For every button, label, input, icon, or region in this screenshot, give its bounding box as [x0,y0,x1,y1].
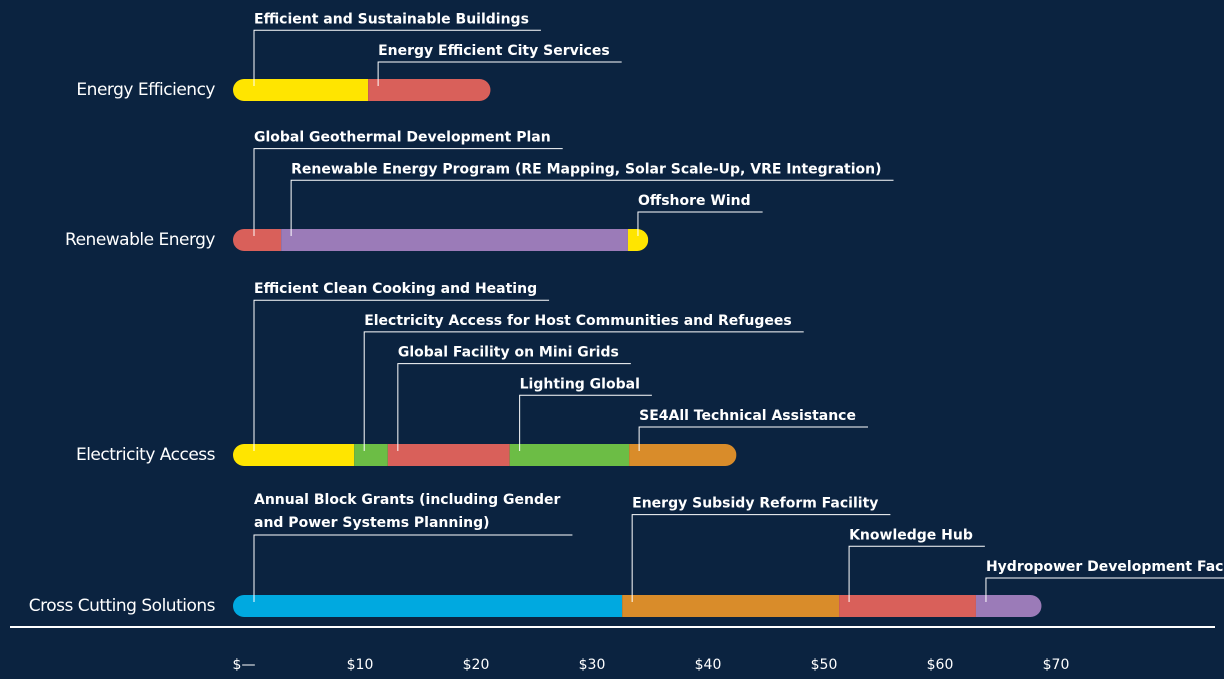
x-tick-label: $10 [347,657,374,673]
leader-line [253,148,563,236]
segment-label: Renewable Energy Program (RE Mapping, So… [291,161,881,177]
leader-line [363,331,804,451]
segment-label: Annual Block Grants (including Gender [254,492,561,508]
segment-label: Efficient Clean Cooking and Heating [254,281,537,297]
segment-label: Energy Efficient City Services [378,43,610,59]
x-tick-label: $40 [695,657,722,673]
leader-line [253,534,573,602]
bar-segment [354,444,388,466]
bar-group [233,229,649,251]
bar-group [233,79,491,101]
x-tick-label: $30 [579,657,606,673]
leader-line [638,426,868,451]
x-tick-label: $— [233,657,256,673]
x-tick-label: $60 [927,657,954,673]
leader-line [377,61,622,86]
category-label: Electricity Access [76,445,216,465]
bar-group [233,595,1042,617]
bar-group [233,444,737,466]
category-label: Energy Efficiency [76,80,215,100]
bar-segment [233,79,369,101]
x-tick-label: $50 [811,657,838,673]
bar-segment [233,444,355,466]
leader-line [253,299,550,451]
segment-label: Hydropower Development Facility [986,559,1224,575]
leader-line [848,545,985,602]
bar-segment [627,229,649,251]
segment-label: SE4All Technical Assistance [639,408,856,424]
bar-segment [281,229,628,251]
segment-label: Electricity Access for Host Communities … [364,313,792,329]
bar-segment [387,444,510,466]
leader-line [637,211,763,236]
bar-segment [233,595,623,617]
bar-segment [839,595,976,617]
leader-line [397,363,631,451]
segment-label: Offshore Wind [638,193,751,209]
bar-segment [368,79,491,101]
leader-line [985,577,1224,602]
x-tick-label: $70 [1043,657,1070,673]
leader-line [519,394,652,451]
category-label: Cross Cutting Solutions [29,596,216,616]
bar-segment [509,444,630,466]
segment-label: Lighting Global [520,376,640,392]
x-tick-label: $20 [463,657,490,673]
bar-segment [975,595,1042,617]
segment-label: Efficient and Sustainable Buildings [254,11,529,27]
segment-label: and Power Systems Planning) [254,515,490,531]
segment-label: Energy Subsidy Reform Facility [632,496,878,512]
segment-label: Knowledge Hub [849,527,973,543]
leader-line [290,179,894,236]
segment-label: Global Facility on Mini Grids [398,345,619,361]
leader-line [253,29,541,86]
segment-label: Global Geothermal Development Plan [254,130,551,146]
bar-segment [233,229,282,251]
bar-segment [629,444,737,466]
category-label: Renewable Energy [65,230,215,250]
bar-segment [622,595,840,617]
leader-line [631,514,891,602]
